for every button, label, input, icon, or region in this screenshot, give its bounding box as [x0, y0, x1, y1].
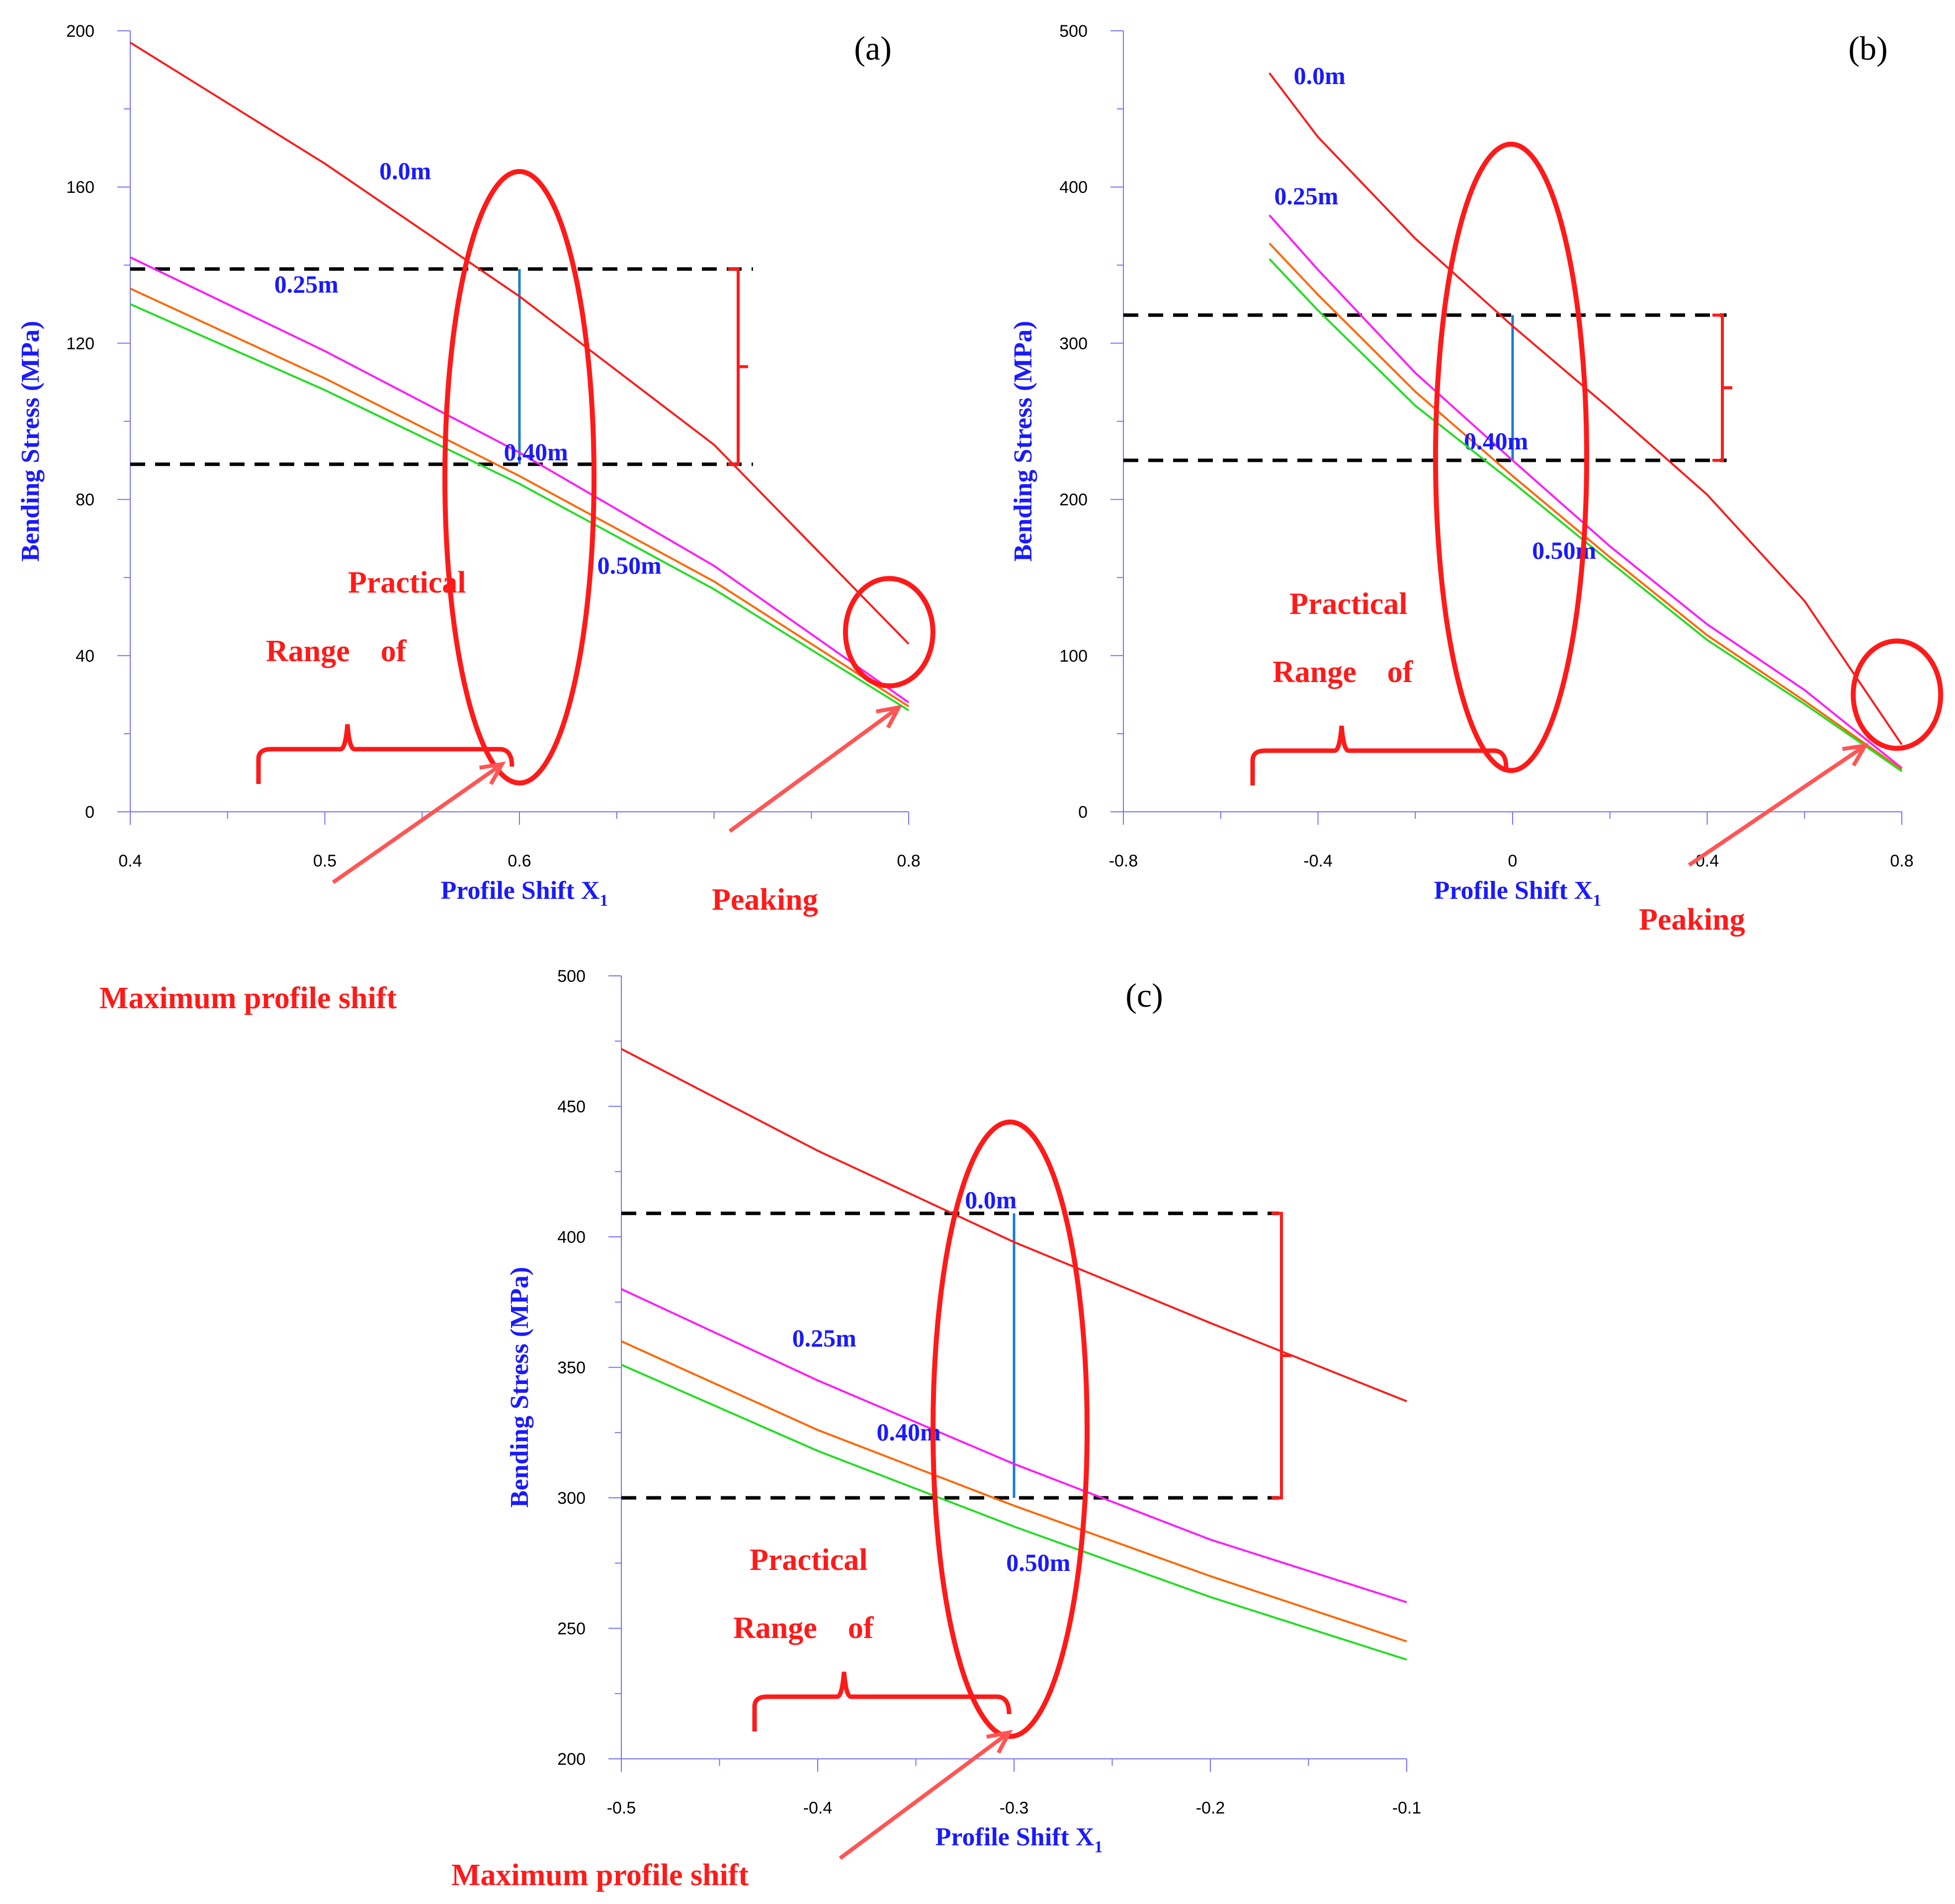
x-tick-label: -0.5: [607, 1799, 636, 1817]
x-axis-title: Profile Shift X1: [935, 1823, 1103, 1856]
series-label-0.25m: 0.25m: [792, 1324, 856, 1352]
x-tick-label: -0.1: [1392, 1799, 1422, 1817]
stress-range-brace: [1712, 313, 1732, 462]
arrow-head: [1842, 743, 1869, 767]
stress-range-brace: [728, 267, 748, 466]
y-tick-label: 350: [557, 1359, 586, 1378]
y-tick-label: 100: [1059, 647, 1088, 666]
practical-range-brace: [256, 724, 514, 784]
practical-limit-ellipse: [442, 169, 596, 785]
y-axis-title: Bending Stress (MPa): [506, 1267, 534, 1507]
x-tick-label: 0.5: [313, 852, 337, 870]
x-tick-label: -0.2: [1196, 1799, 1225, 1817]
range-of-label: Range of: [266, 634, 407, 668]
series-label-0.50m: 0.50m: [1532, 536, 1596, 564]
series-line-0.40m: [621, 1340, 1407, 1643]
series-line-0.0m: [129, 41, 910, 645]
x-tick-label: 0.8: [897, 852, 920, 870]
annotation-arrow: [728, 705, 900, 833]
series-label-0.40m: 0.40m: [504, 438, 568, 466]
x-axis-title: Profile Shift X1: [1434, 876, 1602, 910]
series-line-0.50m: [1269, 258, 1903, 772]
x-tick-label: 0.4: [118, 852, 142, 870]
y-tick-label: 250: [557, 1620, 586, 1639]
series-line-0.0m: [621, 1048, 1407, 1402]
y-tick-label: 200: [66, 22, 94, 41]
y-tick-label: 0: [85, 803, 94, 822]
panel-label: (a): [854, 29, 891, 67]
series-label-0.25m: 0.25m: [1274, 182, 1338, 210]
series-line-0.40m: [1269, 242, 1903, 771]
y-tick-label: 160: [66, 178, 94, 197]
series-line-0.40m: [130, 287, 910, 707]
series-line-0.25m: [621, 1288, 1407, 1603]
series-line-0.25m: [1269, 214, 1903, 769]
series-label-0.0m: 0.0m: [1294, 62, 1346, 89]
practical-range-brace: [752, 1671, 1012, 1731]
series-line-0.25m: [130, 256, 910, 703]
y-tick-label: 500: [1059, 22, 1088, 41]
y-tick-label: 400: [557, 1228, 586, 1247]
range-of-label: Range of: [733, 1611, 874, 1645]
series-line-0.50m: [130, 303, 910, 711]
series-line-0.50m: [621, 1364, 1407, 1661]
series-label-0.0m: 0.0m: [379, 157, 431, 184]
panel-label: (c): [1125, 976, 1163, 1014]
series-label-0.40m: 0.40m: [877, 1418, 941, 1446]
practical-label: Practical: [1289, 587, 1408, 621]
series-label-0.25m: 0.25m: [274, 270, 339, 298]
practical-label: Practical: [750, 1543, 868, 1577]
y-tick-label: 500: [557, 967, 586, 986]
x-tick-label: 0.6: [508, 852, 531, 870]
peaking-ellipse: [843, 576, 935, 689]
x-tick-label: -0.4: [1303, 852, 1333, 870]
y-tick-label: 120: [66, 334, 94, 353]
peaking-ellipse: [1851, 638, 1944, 751]
annotation-arrow: [332, 762, 504, 884]
y-tick-label: 200: [557, 1750, 586, 1769]
series-line-0.0m: [1269, 72, 1903, 746]
y-tick-label: 400: [1059, 178, 1088, 197]
arrow-head: [479, 761, 506, 785]
peaking-label: Peaking: [1639, 903, 1745, 937]
y-tick-label: 300: [1059, 334, 1088, 353]
x-axis-title: Profile Shift X1: [441, 876, 608, 910]
stress-range-brace: [1272, 1212, 1291, 1499]
x-tick-label: 0: [1508, 852, 1518, 870]
max-profile-shift-label-left: Maximum profile shift: [99, 981, 397, 1015]
y-tick-label: 300: [557, 1489, 586, 1508]
practical-range-brace: [1250, 725, 1509, 785]
arrow-head: [876, 704, 903, 729]
chart-panel-c: 200 250 300 350 400 450 500 -0.5 -0.4 -0.3 -0.2 -0.…: [506, 967, 1422, 1860]
y-tick-label: 450: [557, 1098, 586, 1117]
arrow-head: [986, 1730, 1013, 1754]
y-tick-label: 80: [76, 491, 94, 510]
y-axis-title: Bending Stress (MPa): [1009, 321, 1037, 561]
practical-limit-ellipse: [1433, 142, 1589, 773]
chart-panel-a: 0 40 80 120 160 200 0.4 0.5 0.6 0.8 Profile Shift …: [16, 22, 935, 917]
x-tick-label: -0.8: [1109, 852, 1138, 870]
y-axis-title: Bending Stress (MPa): [16, 321, 45, 561]
panel-label: (b): [1848, 29, 1887, 67]
practical-limit-ellipse: [931, 1120, 1090, 1739]
peaking-label: Peaking: [712, 883, 818, 917]
series-label-0.50m: 0.50m: [597, 551, 662, 579]
max-profile-shift-label-bottom: Maximum profile shift: [451, 1858, 749, 1892]
x-tick-label: -0.4: [803, 1799, 833, 1817]
x-tick-label: -0.3: [1000, 1799, 1029, 1817]
x-tick-label: 0.8: [1890, 852, 1913, 870]
series-label-0.0m: 0.0m: [965, 1186, 1017, 1213]
y-tick-label: 40: [76, 647, 94, 666]
practical-label: Practical: [348, 566, 466, 600]
annotation-arrow: [839, 1731, 1011, 1860]
series-label-0.40m: 0.40m: [1464, 427, 1528, 455]
y-tick-label: 0: [1078, 803, 1088, 822]
series-label-0.50m: 0.50m: [1006, 1549, 1070, 1576]
y-tick-label: 200: [1059, 491, 1088, 510]
range-of-label: Range of: [1273, 655, 1414, 689]
annotation-arrow: [1688, 744, 1867, 867]
